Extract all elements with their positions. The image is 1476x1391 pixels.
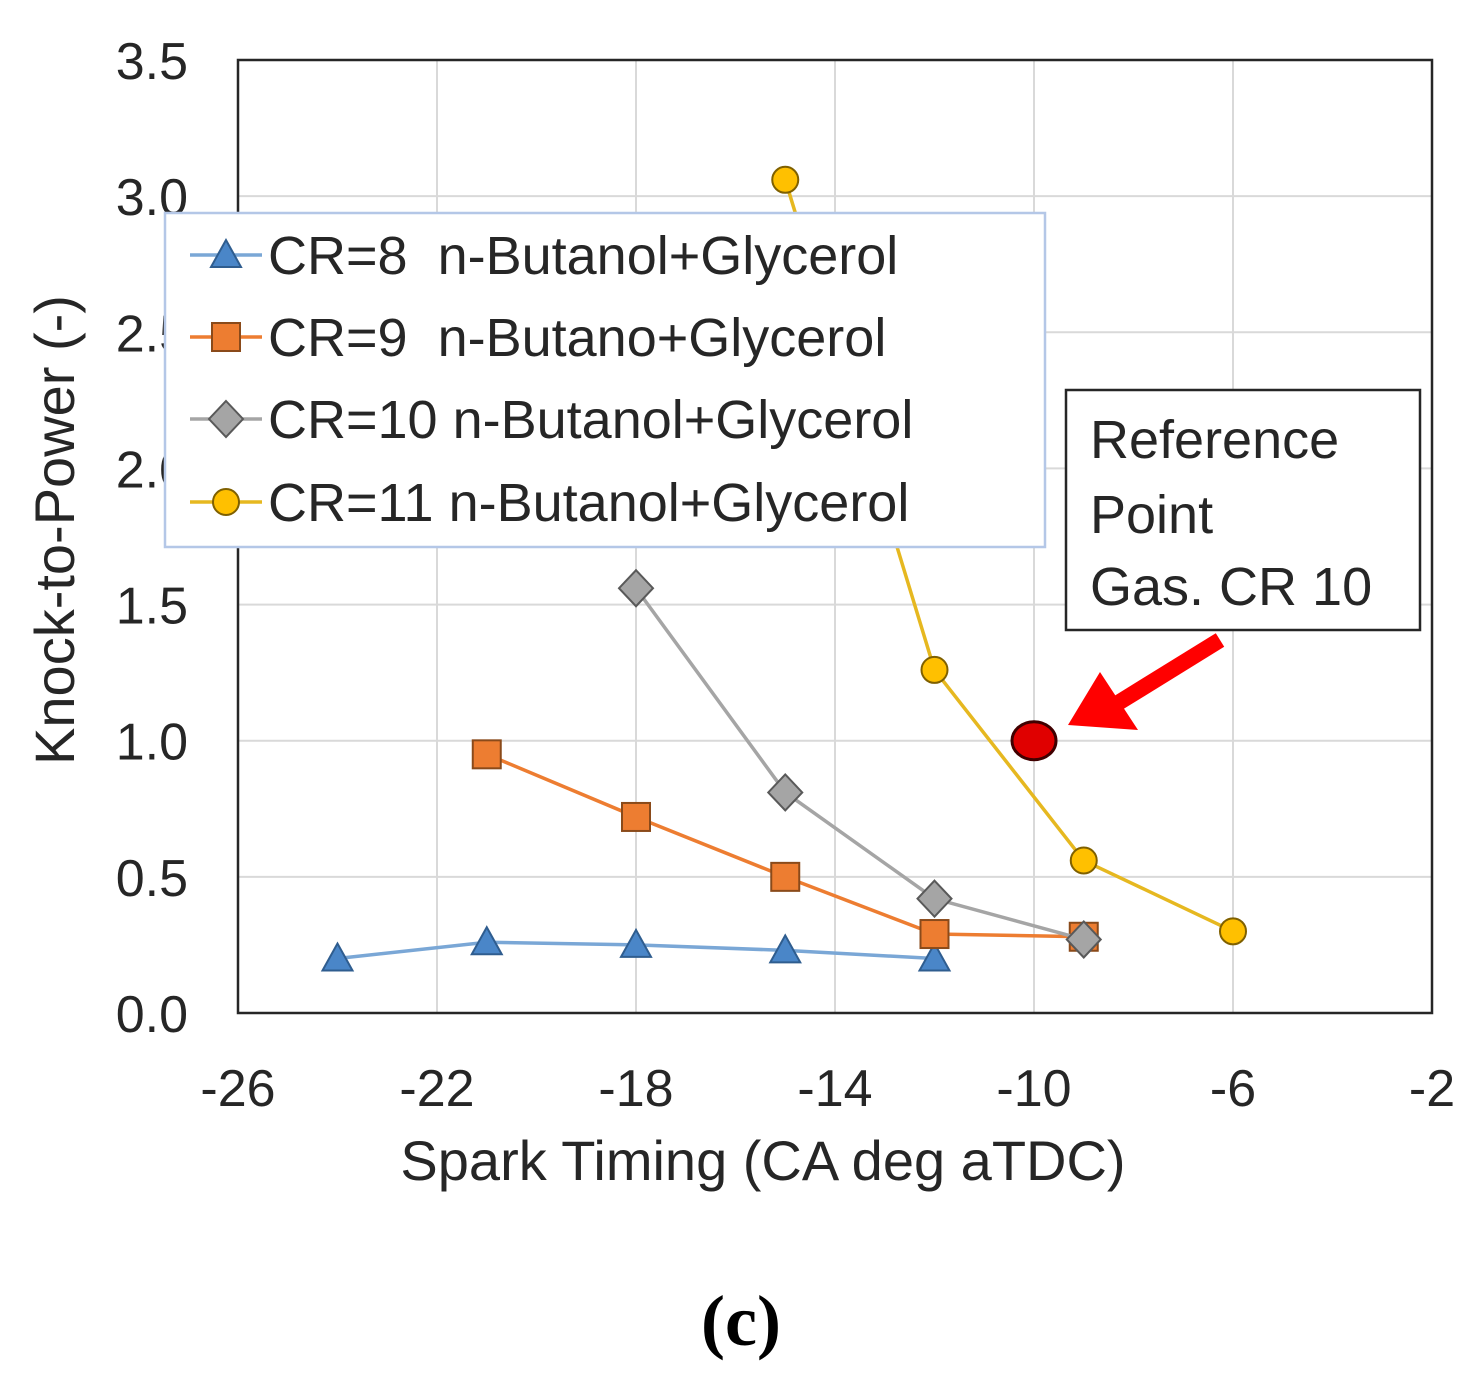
series-line: [634, 587, 1085, 942]
legend-label: CR=11 n-Butanol+Glycerol: [268, 473, 909, 533]
data-point: [470, 925, 504, 956]
y-tick-label: 1.5: [116, 578, 188, 636]
data-point: [1069, 846, 1098, 875]
x-axis-title: Spark Timing (CA deg aTDC): [400, 1129, 1125, 1192]
data-point: [920, 655, 949, 684]
data-point: [621, 801, 651, 832]
data-point: [766, 772, 804, 812]
x-tick-label: -2: [1409, 1060, 1455, 1118]
x-tick-labels: -26 -22 -18 -14 -10 -6 -2: [200, 1060, 1455, 1118]
reference-point: [1010, 720, 1058, 762]
legend-item: CR=9 n-Butano+Glycerol: [190, 308, 886, 368]
y-tick-label: 0.0: [116, 986, 188, 1044]
legend-item: CR=10 n-Butanol+Glycerol: [190, 390, 913, 450]
x-tick-label: -14: [797, 1060, 872, 1118]
x-tick-label: -26: [200, 1060, 275, 1118]
x-tick-label: -18: [598, 1060, 673, 1118]
data-point: [917, 941, 952, 972]
legend-label: CR=10 n-Butanol+Glycerol: [268, 390, 913, 450]
annotation-arrow: [1068, 633, 1225, 730]
data-point: [919, 919, 950, 950]
data-point: [617, 568, 655, 608]
series-triangle: [320, 925, 952, 972]
legend-label: CR=8 n-Butanol+Glycerol: [268, 226, 898, 286]
x-tick-label: -10: [996, 1060, 1071, 1118]
annotation-line-1: Reference: [1090, 410, 1339, 470]
legend-marker: [207, 399, 245, 439]
reference-annotation: Reference Point Gas. CR 10: [1064, 388, 1422, 730]
y-tick-labels: 0.00.51.01.52.02.53.03.5: [116, 33, 188, 1044]
annotation-line-3: Gas. CR 10: [1090, 557, 1372, 617]
data-point: [619, 927, 653, 958]
y-axis-title: Knock-to-Power (-): [23, 295, 86, 765]
x-tick-label: -6: [1210, 1060, 1256, 1118]
legend-item: CR=8 n-Butanol+Glycerol: [190, 226, 898, 286]
data-point: [771, 165, 800, 194]
annotation-box: [1064, 388, 1422, 632]
data-point: [770, 861, 801, 892]
figure-caption: (c): [701, 1281, 781, 1361]
data-point: [1065, 920, 1103, 959]
data-point: [1219, 917, 1247, 946]
legend-marker: [212, 488, 240, 516]
y-tick-label: 3.5: [116, 33, 188, 91]
series-diamond: [617, 568, 1103, 959]
data-point: [471, 739, 502, 770]
data-point: [768, 933, 802, 964]
y-tick-label: 0.5: [116, 850, 188, 908]
data-point: [320, 941, 355, 972]
legend-box: [163, 211, 1047, 549]
x-tick-label: -22: [399, 1060, 474, 1118]
y-tick-label: 1.0: [116, 714, 188, 772]
annotation-line-2: Point: [1090, 485, 1213, 545]
legend-label: CR=9 n-Butano+Glycerol: [268, 308, 886, 368]
data-point: [916, 879, 953, 919]
legend: CR=8 n-Butanol+Glycerol CR=9 n-Butano+Gly…: [163, 211, 1047, 549]
legend-marker: [209, 237, 243, 268]
legend-marker: [211, 322, 241, 352]
legend-item: CR=11 n-Butanol+Glycerol: [190, 473, 909, 533]
